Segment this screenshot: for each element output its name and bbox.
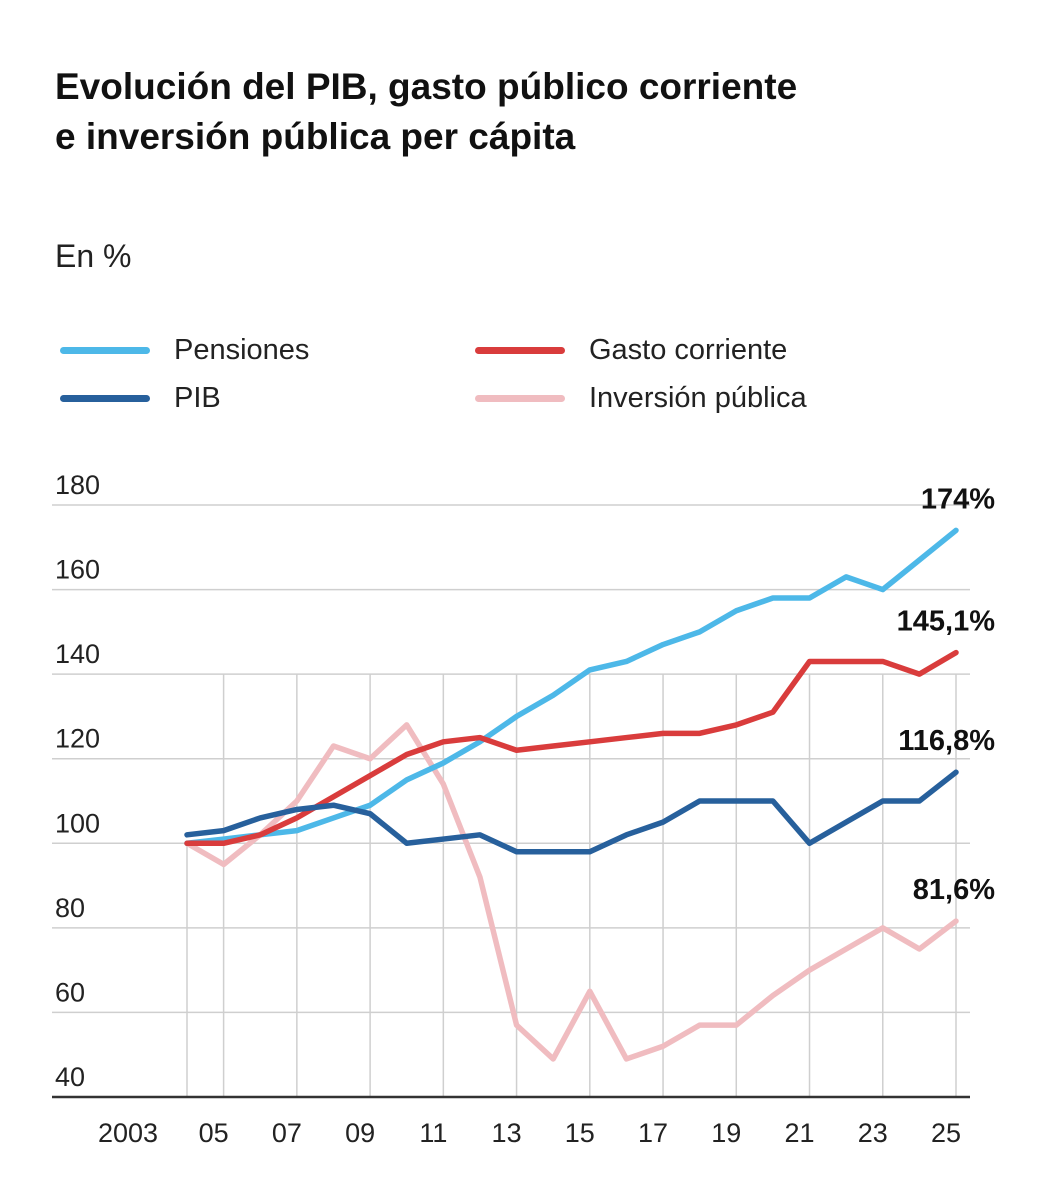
legend-label-inversion-publica: Inversión pública — [589, 382, 807, 414]
x-tick-label-13: 13 — [492, 1118, 522, 1148]
end-labels: 174% 145,1% 116,8% 81,6% — [897, 483, 996, 906]
series-line-inversion-publica — [184, 722, 959, 1062]
x-tick-label-23: 23 — [858, 1118, 888, 1148]
end-label-gasto-corriente: 145,1% — [897, 606, 996, 638]
y-tick-label-140: 140 — [55, 639, 100, 669]
legend-label-gasto-corriente: Gasto corriente — [589, 334, 788, 366]
x-tick-label-09: 09 — [345, 1118, 375, 1148]
y-tick-label-180: 180 — [55, 470, 100, 500]
vertical-gridlines — [186, 674, 957, 1097]
y-tick-label-40: 40 — [55, 1062, 85, 1092]
legend-item-inversion-publica: Inversión pública — [475, 382, 807, 415]
x-tick-label-15: 15 — [565, 1118, 595, 1148]
legend-item-pensiones: Pensiones — [60, 334, 309, 367]
end-label-pensiones: 174% — [921, 483, 995, 515]
y-tick-label-120: 120 — [55, 724, 100, 754]
x-tick-label-21: 21 — [785, 1118, 815, 1148]
x-tick-label-05: 05 — [199, 1118, 229, 1148]
y-axis-tick-labels: 40 60 80 100 120 140 160 180 — [55, 470, 100, 1092]
y-tick-label-100: 100 — [55, 808, 100, 838]
legend-item-pib: PIB — [60, 382, 221, 415]
legend-item-gasto-corriente: Gasto corriente — [475, 334, 787, 367]
legend-label-pensiones: Pensiones — [174, 334, 310, 366]
x-tick-label-17: 17 — [638, 1118, 668, 1148]
x-axis-tick-labels: 2003 05 07 09 11 13 15 17 19 21 23 25 — [98, 1118, 961, 1148]
y-tick-label-80: 80 — [55, 893, 85, 923]
chart-title: Evolución del PIB, gasto público corrien… — [55, 66, 798, 157]
x-tick-label-19: 19 — [711, 1118, 741, 1148]
unit-label: En % — [55, 238, 132, 274]
horizontal-gridlines — [52, 504, 970, 1014]
series-lines — [184, 527, 959, 1062]
legend-swatch-pensiones — [60, 347, 150, 354]
x-tick-label-2003: 2003 — [98, 1118, 158, 1148]
legend-label-pib: PIB — [174, 382, 221, 414]
series-line-pensiones — [184, 527, 959, 847]
y-tick-label-60: 60 — [55, 977, 85, 1007]
x-tick-label-11: 11 — [419, 1118, 447, 1148]
series-line-pib — [184, 769, 959, 855]
x-tick-label-25: 25 — [931, 1118, 961, 1148]
x-tick-label-07: 07 — [272, 1118, 302, 1148]
end-label-inversion-publica: 81,6% — [913, 874, 995, 906]
legend-swatch-pib — [60, 395, 150, 402]
legend-swatch-inversion-publica — [475, 395, 565, 402]
end-label-pib: 116,8% — [898, 725, 995, 757]
legend-swatch-gasto-corriente — [475, 347, 565, 354]
y-tick-label-160: 160 — [55, 555, 100, 585]
